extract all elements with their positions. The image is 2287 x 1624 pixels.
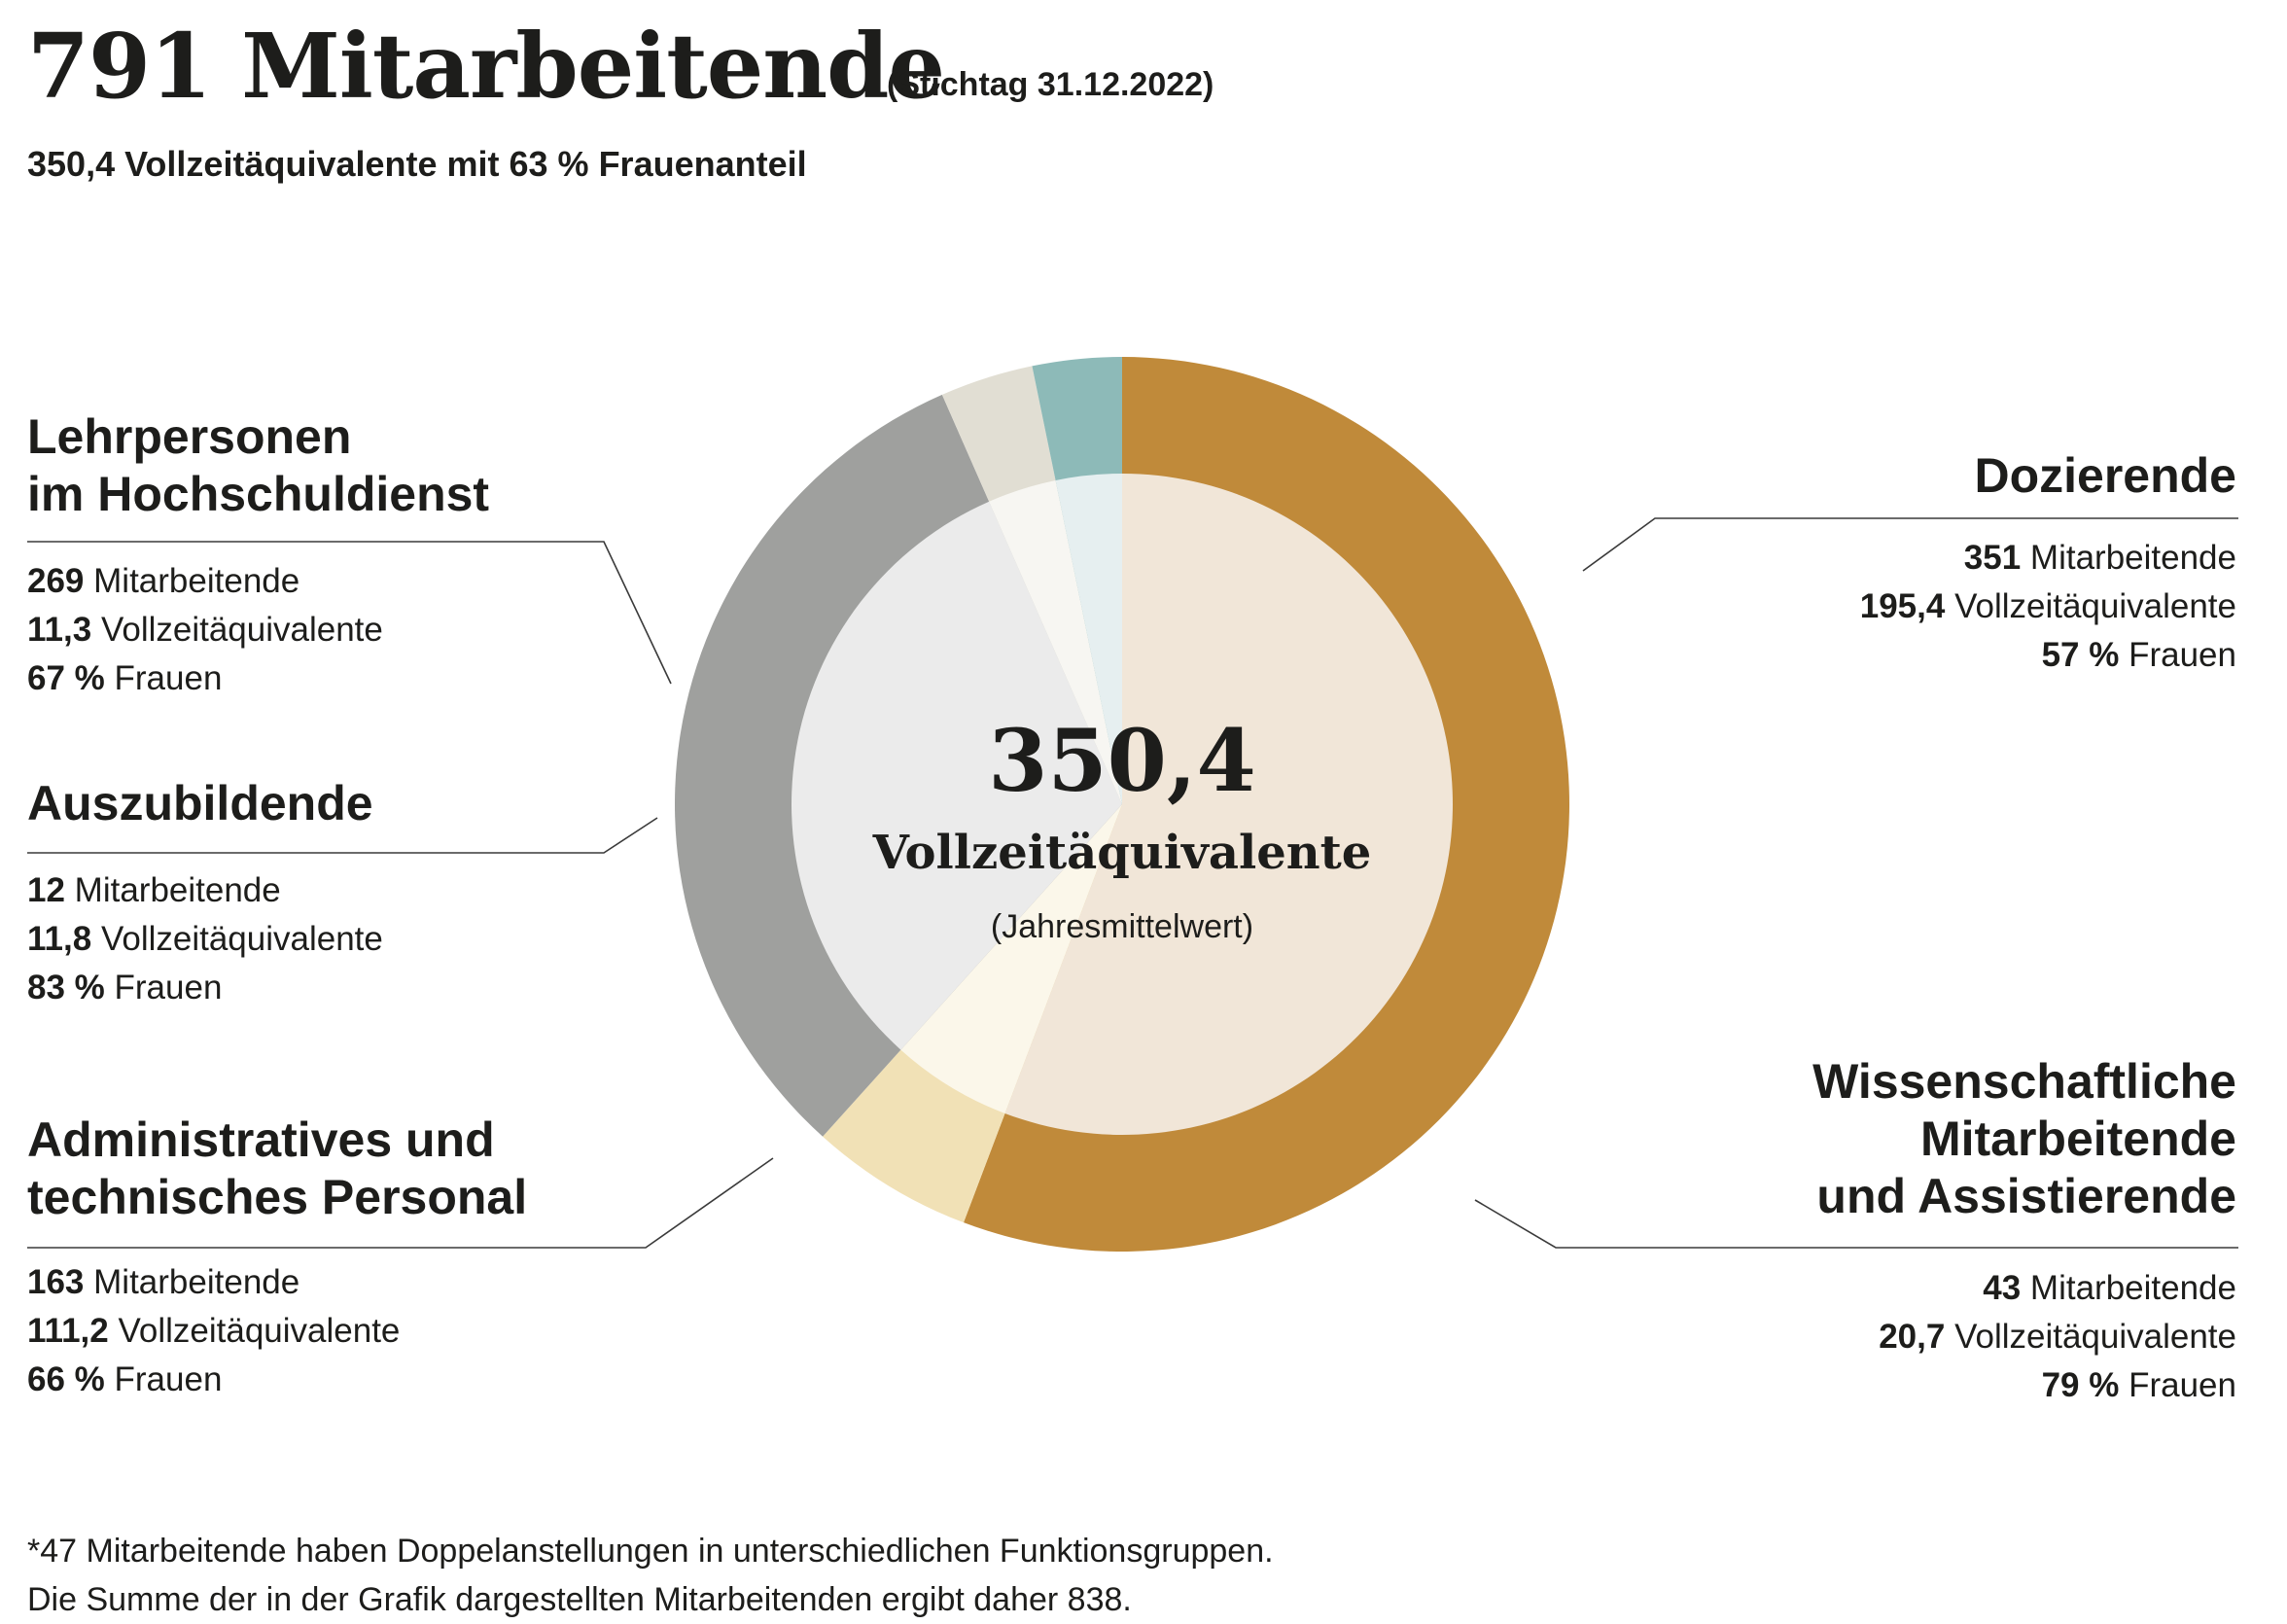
stat-staff: 351 Mitarbeitende bbox=[1963, 539, 2236, 577]
stat-staff: 163 Mitarbeitende bbox=[27, 1263, 300, 1301]
stat-staff: 269 Mitarbeitende bbox=[27, 562, 300, 600]
center-total-note: (Jahresmittelwert) bbox=[990, 908, 1254, 945]
stat-fte: 11,3 Vollzeitäquivalente bbox=[27, 611, 383, 649]
group-title-line1: Lehrpersonen bbox=[27, 409, 352, 464]
leader-line-lehrpersonen bbox=[27, 541, 672, 685]
donut-slice-inner-0 bbox=[1004, 474, 1453, 1135]
center-total-value: 350,4 bbox=[988, 710, 1256, 811]
stat-staff: 12 Mitarbeitende bbox=[27, 871, 281, 909]
stat-women: 83 % Frauen bbox=[27, 969, 223, 1006]
group-auszubildende: Auszubildende bbox=[27, 775, 373, 832]
page-title: 791 Mitarbeitende bbox=[27, 14, 945, 119]
group-wissenschaftliche: Wissenschaftliche Mitarbeitende und Assi… bbox=[1812, 1053, 2236, 1225]
footnote-line2: Die Summe der in der Grafik dargestellte… bbox=[27, 1581, 1132, 1618]
donut-slice-inner-1 bbox=[900, 804, 1122, 1113]
footnote-line1: *47 Mitarbeitende haben Doppelanstellung… bbox=[27, 1533, 1274, 1570]
group-dozierende-stats: 351 Mitarbeitende 195,4 Vollzeitäquivale… bbox=[1860, 534, 2236, 680]
stat-women: 57 % Frauen bbox=[2041, 636, 2236, 674]
group-lehrpersonen-stats: 269 Mitarbeitende 11,3 Vollzeitäquivalen… bbox=[27, 557, 383, 703]
footnote: *47 Mitarbeitende haben Doppelanstellung… bbox=[27, 1527, 1274, 1624]
group-administratives-stats: 163 Mitarbeitende 111,2 Vollzeitäquivale… bbox=[27, 1258, 400, 1404]
stat-fte: 195,4 Vollzeitäquivalente bbox=[1859, 587, 2236, 625]
center-total-label: Vollzeitäquivalente bbox=[872, 826, 1372, 880]
donut-slice-inner-4 bbox=[1055, 474, 1122, 804]
group-title: Dozierende bbox=[1974, 448, 2236, 503]
stat-fte: 111,2 Vollzeitäquivalente bbox=[27, 1312, 401, 1350]
donut-slices bbox=[674, 357, 1570, 1253]
group-title-line2: Mitarbeitende bbox=[1919, 1112, 2236, 1166]
stat-staff: 43 Mitarbeitende bbox=[1983, 1269, 2236, 1307]
leader-line-dozierende bbox=[1582, 517, 2238, 572]
group-title-line1: Wissenschaftliche bbox=[1812, 1054, 2236, 1109]
group-title: Auszubildende bbox=[27, 776, 373, 830]
group-administratives: Administratives und technisches Personal bbox=[27, 1112, 527, 1226]
group-dozierende: Dozierende bbox=[1974, 447, 2236, 505]
donut-slice-inner-2 bbox=[791, 501, 1122, 1050]
stat-fte: 11,8 Vollzeitäquivalente bbox=[27, 920, 383, 958]
group-title-line3: und Assistierende bbox=[1816, 1169, 2236, 1223]
stat-women: 67 % Frauen bbox=[27, 659, 223, 697]
leader-line-auszubildende bbox=[27, 817, 658, 854]
leader-line-administratives bbox=[27, 1157, 774, 1249]
reference-date: (Stichtag 31.12.2022) bbox=[887, 66, 1214, 103]
group-title-line2: im Hochschuldienst bbox=[27, 467, 490, 521]
group-wissenschaftliche-stats: 43 Mitarbeitende 20,7 Vollzeitäquivalent… bbox=[1879, 1264, 2236, 1410]
leader-lines bbox=[27, 517, 2238, 1249]
stat-women: 79 % Frauen bbox=[2041, 1366, 2236, 1404]
leader-line-wissenschaftliche bbox=[1474, 1199, 2238, 1249]
donut-slice-inner-3 bbox=[989, 479, 1122, 804]
stat-women: 66 % Frauen bbox=[27, 1360, 223, 1398]
stat-fte: 20,7 Vollzeitäquivalente bbox=[1879, 1318, 2236, 1356]
group-title-line1: Administratives und bbox=[27, 1112, 495, 1167]
group-lehrpersonen: Lehrpersonen im Hochschuldienst bbox=[27, 408, 489, 523]
page-subtitle: 350,4 Vollzeitäquivalente mit 63 % Fraue… bbox=[27, 144, 807, 184]
group-auszubildende-stats: 12 Mitarbeitende 11,8 Vollzeitäquivalent… bbox=[27, 866, 383, 1012]
group-title-line2: technisches Personal bbox=[27, 1170, 528, 1224]
